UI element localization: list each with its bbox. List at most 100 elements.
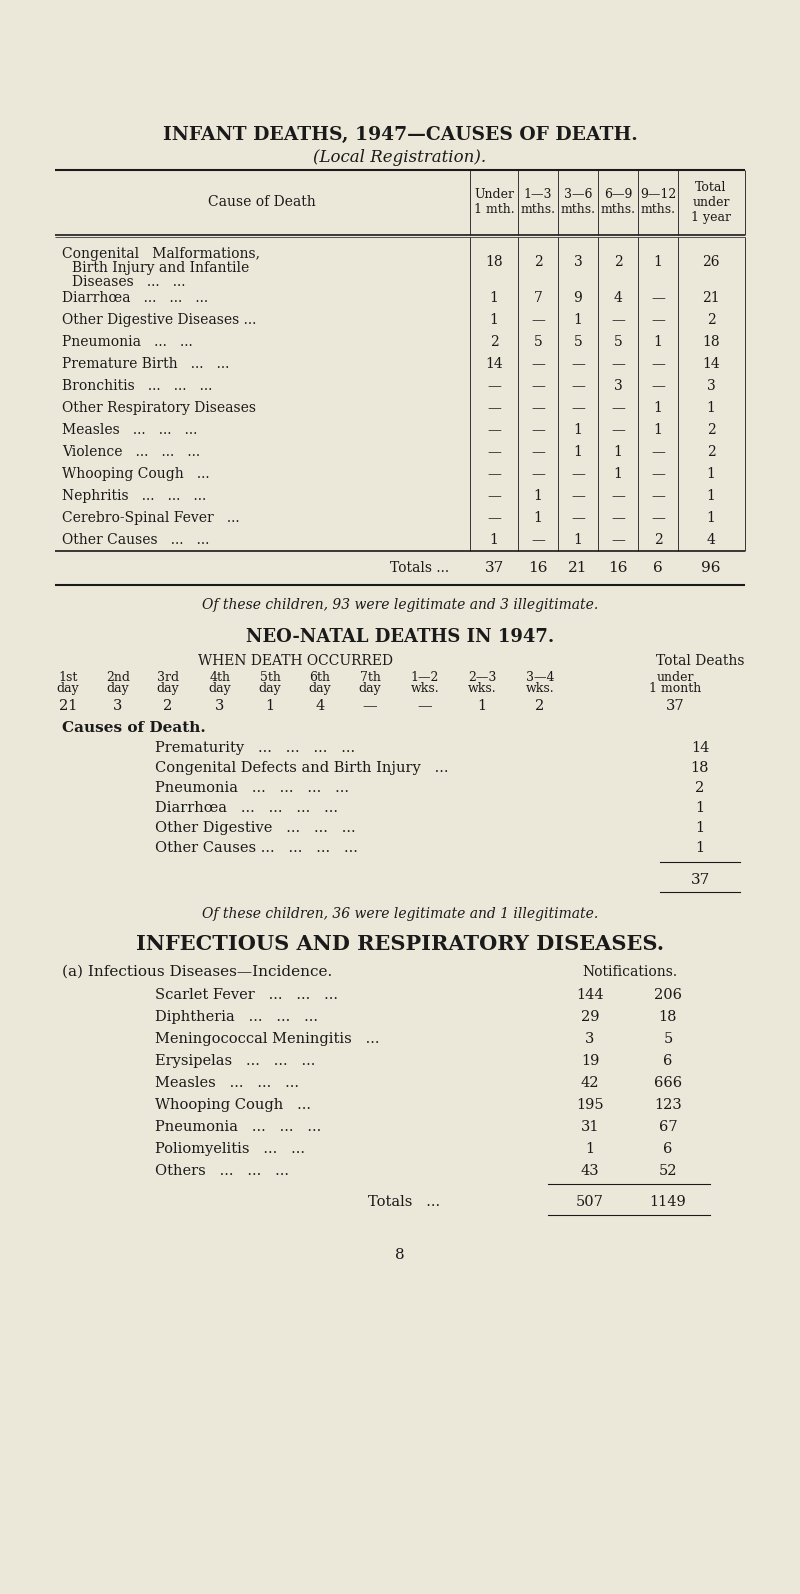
Text: 1: 1	[574, 422, 582, 437]
Text: wks.: wks.	[410, 682, 439, 695]
Text: 6: 6	[663, 1054, 673, 1068]
Text: 96: 96	[702, 561, 721, 575]
Text: Pneumonia   ...   ...: Pneumonia ... ...	[62, 335, 193, 349]
Text: —: —	[571, 357, 585, 371]
Text: 6—9
mths.: 6—9 mths.	[601, 188, 635, 217]
Text: 1 month: 1 month	[649, 682, 701, 695]
Text: 2—3: 2—3	[468, 671, 496, 684]
Text: day: day	[258, 682, 282, 695]
Text: Bronchitis   ...   ...   ...: Bronchitis ... ... ...	[62, 379, 212, 394]
Text: 3—4: 3—4	[526, 671, 554, 684]
Text: Nephritis   ...   ...   ...: Nephritis ... ... ...	[62, 489, 206, 504]
Text: —: —	[531, 532, 545, 547]
Text: —: —	[611, 312, 625, 327]
Text: 1: 1	[534, 489, 542, 504]
Text: —: —	[571, 402, 585, 414]
Text: 18: 18	[690, 760, 710, 775]
Text: 7: 7	[534, 292, 542, 304]
Text: Diarrhœa   ...   ...   ...: Diarrhœa ... ... ...	[62, 292, 208, 304]
Text: 18: 18	[485, 255, 503, 269]
Text: day: day	[157, 682, 179, 695]
Text: 195: 195	[576, 1098, 604, 1113]
Text: 5th: 5th	[259, 671, 281, 684]
Text: 1: 1	[490, 292, 498, 304]
Text: 9: 9	[574, 292, 582, 304]
Text: Birth Injury and Infantile: Birth Injury and Infantile	[72, 261, 250, 276]
Text: 26: 26	[702, 255, 720, 269]
Text: 3: 3	[574, 255, 582, 269]
Text: 14: 14	[485, 357, 503, 371]
Text: 144: 144	[576, 988, 604, 1003]
Text: under: under	[656, 671, 694, 684]
Text: 6: 6	[663, 1141, 673, 1156]
Text: 1: 1	[695, 821, 705, 835]
Text: 1: 1	[614, 445, 622, 459]
Text: Other Causes ...   ...   ...   ...: Other Causes ... ... ... ...	[155, 842, 358, 854]
Text: INFECTIOUS AND RESPIRATORY DISEASES.: INFECTIOUS AND RESPIRATORY DISEASES.	[136, 934, 664, 953]
Text: Total
under
1 year: Total under 1 year	[691, 180, 731, 223]
Text: 4: 4	[706, 532, 715, 547]
Text: 3: 3	[706, 379, 715, 394]
Text: wks.: wks.	[526, 682, 554, 695]
Text: Under
1 mth.: Under 1 mth.	[474, 188, 514, 217]
Text: wks.: wks.	[468, 682, 496, 695]
Text: —: —	[611, 489, 625, 504]
Text: Other Digestive Diseases ...: Other Digestive Diseases ...	[62, 312, 256, 327]
Text: Diseases   ...   ...: Diseases ... ...	[72, 276, 186, 289]
Text: 1: 1	[586, 1141, 594, 1156]
Text: Prematurity   ...   ...   ...   ...: Prematurity ... ... ... ...	[155, 741, 355, 756]
Text: —: —	[531, 357, 545, 371]
Text: 2: 2	[490, 335, 498, 349]
Text: 9—12
mths.: 9—12 mths.	[640, 188, 676, 217]
Text: —: —	[651, 312, 665, 327]
Text: Pneumonia   ...   ...   ...: Pneumonia ... ... ...	[155, 1121, 322, 1133]
Text: Of these children, 36 were legitimate and 1 illegitimate.: Of these children, 36 were legitimate an…	[202, 907, 598, 921]
Text: 2: 2	[706, 422, 715, 437]
Text: 5: 5	[534, 335, 542, 349]
Text: Of these children, 93 were legitimate and 3 illegitimate.: Of these children, 93 were legitimate an…	[202, 598, 598, 612]
Text: 3rd: 3rd	[157, 671, 179, 684]
Text: —: —	[531, 445, 545, 459]
Text: —: —	[531, 467, 545, 481]
Text: 37: 37	[666, 700, 684, 713]
Text: —: —	[651, 357, 665, 371]
Text: 3: 3	[586, 1031, 594, 1046]
Text: —: —	[531, 422, 545, 437]
Text: —: —	[571, 489, 585, 504]
Text: 2: 2	[534, 255, 542, 269]
Text: Other Digestive   ...   ...   ...: Other Digestive ... ... ...	[155, 821, 356, 835]
Text: 1: 1	[706, 512, 715, 524]
Text: NEO-NATAL DEATHS IN 1947.: NEO-NATAL DEATHS IN 1947.	[246, 628, 554, 646]
Text: 5: 5	[614, 335, 622, 349]
Text: —: —	[571, 467, 585, 481]
Text: 5: 5	[574, 335, 582, 349]
Text: 1: 1	[654, 402, 662, 414]
Text: 8: 8	[395, 1248, 405, 1262]
Text: 5: 5	[663, 1031, 673, 1046]
Text: 1: 1	[574, 532, 582, 547]
Text: 666: 666	[654, 1076, 682, 1090]
Text: —: —	[651, 445, 665, 459]
Text: 1: 1	[490, 312, 498, 327]
Text: 21: 21	[702, 292, 720, 304]
Text: 2: 2	[706, 445, 715, 459]
Text: Congenital Defects and Birth Injury   ...: Congenital Defects and Birth Injury ...	[155, 760, 449, 775]
Text: 123: 123	[654, 1098, 682, 1113]
Text: Totals   ...: Totals ...	[368, 1196, 440, 1208]
Text: —: —	[611, 532, 625, 547]
Text: Pneumonia   ...   ...   ...   ...: Pneumonia ... ... ... ...	[155, 781, 349, 795]
Text: —: —	[651, 379, 665, 394]
Text: INFANT DEATHS, 1947—CAUSES OF DEATH.: INFANT DEATHS, 1947—CAUSES OF DEATH.	[162, 126, 638, 143]
Text: (Local Registration).: (Local Registration).	[314, 148, 486, 166]
Text: —: —	[487, 467, 501, 481]
Text: 3: 3	[614, 379, 622, 394]
Text: 6: 6	[653, 561, 663, 575]
Text: 29: 29	[581, 1011, 599, 1023]
Text: 2nd: 2nd	[106, 671, 130, 684]
Text: 1—2: 1—2	[411, 671, 439, 684]
Text: 4: 4	[315, 700, 325, 713]
Text: —: —	[487, 422, 501, 437]
Text: 2: 2	[163, 700, 173, 713]
Text: —: —	[651, 512, 665, 524]
Text: 37: 37	[690, 874, 710, 886]
